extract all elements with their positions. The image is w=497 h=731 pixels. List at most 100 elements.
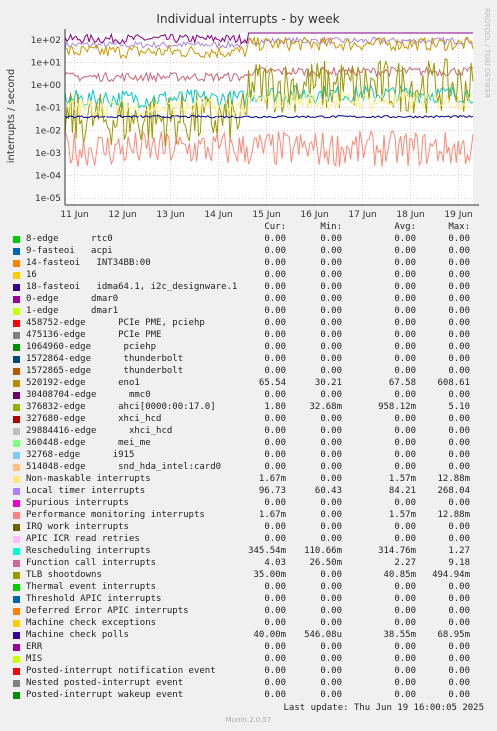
series-line: [65, 35, 474, 60]
legend-swatch: [13, 512, 20, 519]
legend-min: 0.00: [320, 318, 342, 328]
legend-cur: 1.80: [264, 402, 286, 412]
legend-max: 0.00: [448, 534, 470, 544]
legend-row: Local timer interrupts 96.73 60.43 84.21 268…: [0, 485, 497, 497]
legend-swatch: [13, 356, 20, 363]
legend-max: 0.00: [448, 318, 470, 328]
legend-min: 0.00: [320, 474, 342, 484]
x-tick-label: 13 Jun: [156, 210, 184, 220]
legend-min: 546.08u: [304, 630, 342, 640]
legend-min: 32.68m: [309, 402, 342, 412]
legend-max: 5.10: [448, 402, 470, 412]
legend-max: 0.00: [448, 234, 470, 244]
legend-avg: 958.12m: [378, 402, 416, 412]
legend-avg: 0.00: [394, 498, 416, 508]
x-tick-label: 19 Jun: [444, 210, 472, 220]
legend-swatch: [13, 248, 20, 255]
legend-cur: 0.00: [264, 258, 286, 268]
legend-swatch: [13, 320, 20, 327]
legend-row: 32768-edge i915 0.00 0.00 0.00 0.00: [0, 449, 497, 461]
legend-label: Deferred Error APIC interrupts: [26, 606, 189, 616]
legend-cur: 35.00m: [253, 570, 286, 580]
legend-avg: 1.57m: [388, 474, 416, 484]
legend-swatch: [13, 428, 20, 435]
series-line: [64, 90, 474, 119]
legend-min: 0.00: [320, 678, 342, 688]
legend-swatch: [13, 236, 20, 243]
legend-row: 520192-edge eno1 65.54 30.21 67.58 608.61: [0, 377, 497, 389]
rrdtool-credit: RRDTOOL / TOBI OETIKER: [483, 8, 491, 98]
legend-min: 0.00: [320, 642, 342, 652]
legend-max: 0.00: [448, 666, 470, 676]
x-tick-label: 12 Jun: [108, 210, 136, 220]
chart: Individual interrupts - by week interrup…: [6, 8, 491, 220]
y-tick-label: 1e-02: [35, 126, 61, 136]
legend-max: 0.00: [448, 306, 470, 316]
legend-avg: 0.00: [394, 282, 416, 292]
x-tick-label: 15 Jun: [252, 210, 280, 220]
legend-cur: 0.00: [264, 498, 286, 508]
legend-max: 68.95m: [437, 630, 470, 640]
legend-swatch: [13, 332, 20, 339]
legend-label: 1572865-edge thunderbolt: [26, 366, 184, 376]
legend-swatch: [13, 656, 20, 663]
legend-min: 0.00: [320, 498, 342, 508]
legend-label: 520192-edge eno1: [26, 378, 140, 388]
legend-avg: 0.00: [394, 234, 416, 244]
series-line: [64, 129, 474, 168]
legend-row: ERR 0.00 0.00 0.00 0.00: [0, 641, 497, 653]
legend-avg: 0.00: [394, 342, 416, 352]
legend-label: Local timer interrupts: [26, 486, 146, 496]
legend-label: MIS: [26, 654, 43, 664]
legend-max: 0.00: [448, 594, 470, 604]
legend-min: 0.00: [320, 246, 342, 256]
legend-label: 1064960-edge pciehp: [26, 342, 157, 352]
legend-label: 29884416-edge xhci_hcd: [26, 426, 173, 436]
legend-min: 0.00: [320, 450, 342, 460]
legend-label: Posted-interrupt notification event: [26, 666, 216, 676]
legend-label: 514048-edge snd_hda_intel:card0: [26, 462, 222, 472]
series-line: [64, 65, 474, 83]
legend-swatch: [13, 560, 20, 567]
legend-max: 0.00: [448, 330, 470, 340]
legend-avg: 0.00: [394, 666, 416, 676]
legend-max: 0.00: [448, 606, 470, 616]
legend-row: 475136-edge PCIe PME 0.00 0.00 0.00 0.00: [0, 329, 497, 341]
legend-cur: 0.00: [264, 246, 286, 256]
legend-avg: 0.00: [394, 534, 416, 544]
legend-row: 360448-edge mei_me 0.00 0.00 0.00 0.00: [0, 437, 497, 449]
legend-row: Rescheduling interrupts 345.54m 110.66m 314…: [0, 545, 497, 557]
legend-swatch: [13, 284, 20, 291]
legend-row: Threshold APIC interrupts 0.00 0.00 0.00 0.0…: [0, 593, 497, 605]
legend-swatch: [13, 296, 20, 303]
y-tick-label: 1e-01: [35, 104, 61, 114]
legend-max: 0.00: [448, 414, 470, 424]
legend-label: Non-maskable interrupts: [26, 474, 151, 484]
legend-max: 12.88m: [437, 510, 470, 520]
legend-avg: 0.00: [394, 582, 416, 592]
legend-min: 0.00: [320, 282, 342, 292]
legend-row: 376832-edge ahci[0000:00:17.0] 1.80 32.68m…: [0, 401, 497, 413]
legend-min: 0.00: [320, 342, 342, 352]
y-tick-label: 1e+01: [31, 58, 61, 68]
legend-min: 0.00: [320, 414, 342, 424]
legend-row: 16 0.00 0.00 0.00 0.00: [0, 269, 497, 281]
legend-label: 30408704-edge mmc0: [26, 390, 151, 400]
legend-avg: 0.00: [394, 690, 416, 700]
legend-cur: 0.00: [264, 534, 286, 544]
legend-cur: 0.00: [264, 390, 286, 400]
legend-swatch: [13, 668, 20, 675]
legend-label: Machine check polls: [26, 630, 129, 640]
legend-row: 18-fasteoi idma64.1, i2c_designware.1 0.0…: [0, 281, 497, 293]
legend-cur: 0.00: [264, 582, 286, 592]
legend-row: 327680-edge xhci_hcd 0.00 0.00 0.00 0.00: [0, 413, 497, 425]
legend-cur: 0.00: [264, 270, 286, 280]
legend-swatch: [13, 500, 20, 507]
legend-cur: 1.67m: [258, 510, 286, 520]
legend-max: 0.00: [448, 450, 470, 460]
y-tick-label: 1e+00: [31, 81, 62, 91]
legend-avg: 0.00: [394, 594, 416, 604]
legend-label: 475136-edge PCIe PME: [26, 330, 162, 340]
legend-cur: 0.00: [264, 330, 286, 340]
series-line: [64, 114, 474, 119]
